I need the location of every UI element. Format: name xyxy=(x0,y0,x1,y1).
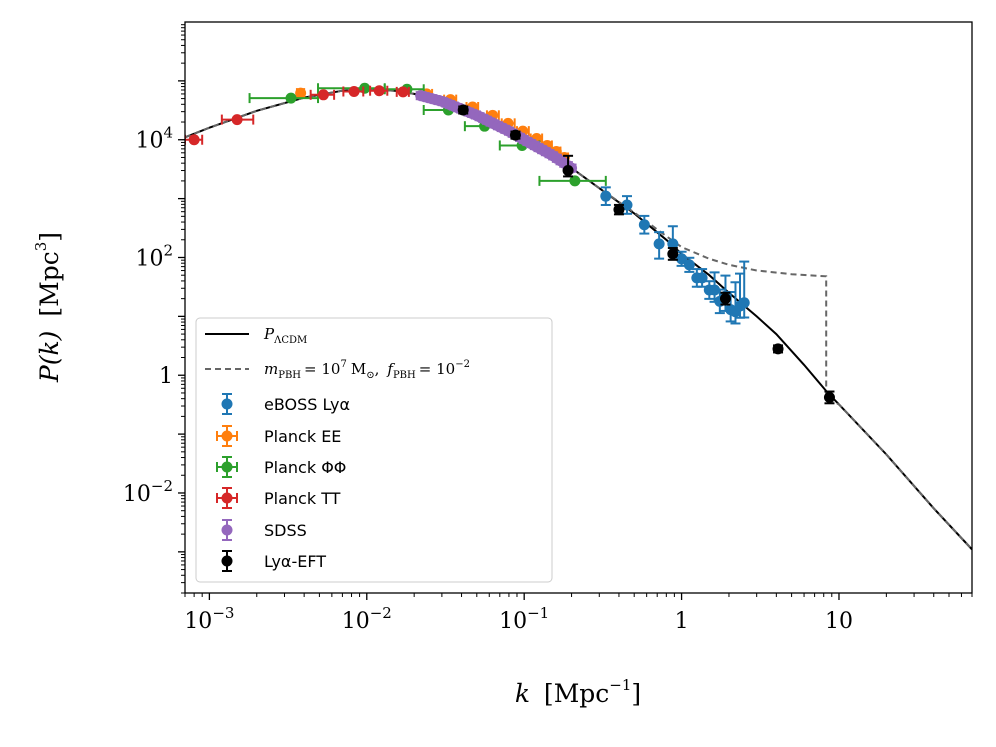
legend-pbh-label: mPBH = 107 M⊙, fPBH = 10−2 xyxy=(264,359,470,381)
legend-sdss-label: SDSS xyxy=(264,521,307,540)
legend-planck-tt-label: Planck TT xyxy=(264,489,341,508)
y-axis-symbol: P(k) xyxy=(35,331,64,383)
planck-phiphi-point xyxy=(285,92,297,104)
lya-eft-point xyxy=(457,104,469,116)
y-tick-label: 102 xyxy=(135,241,173,271)
x-tick-label: 10−1 xyxy=(499,604,549,634)
eboss-point xyxy=(600,190,612,202)
x-tick-label: 10 xyxy=(825,609,853,634)
planck-tt-point xyxy=(231,114,243,126)
eboss-point xyxy=(738,297,750,309)
legend-eboss-label: eBOSS Lyα xyxy=(264,395,350,414)
x-tick-label: 1 xyxy=(675,609,689,634)
lya-eft-point xyxy=(719,293,731,305)
lya-eft-point xyxy=(562,165,574,177)
y-tick-label: 1 xyxy=(159,364,173,389)
lya-eft-point xyxy=(823,391,835,403)
x-axis-unit-exp: −1 xyxy=(609,676,631,694)
eboss-point xyxy=(621,199,633,211)
plot-frame xyxy=(184,21,973,594)
y-tick-label: 104 xyxy=(135,124,173,154)
x-tick-label: 10−2 xyxy=(342,604,392,634)
legend: PΛCDM mPBH = 107 M⊙, fPBH = 10−2 eBOSS Lyα P… xyxy=(195,317,553,583)
planck-ee-point xyxy=(295,87,307,99)
y-tick-label: 10−2 xyxy=(123,477,173,507)
planck-tt-point xyxy=(188,134,200,146)
lya-eft-point xyxy=(772,343,784,355)
planck-tt-point xyxy=(397,86,409,98)
legend-eboss-marker xyxy=(221,398,233,410)
legend-lcdm-label: PΛCDM xyxy=(263,325,307,346)
legend-planck-ee-label: Planck EE xyxy=(264,427,341,446)
legend-planck-phiphi-label: Planck ΦΦ xyxy=(264,458,346,477)
legend-planck-ee-marker xyxy=(221,430,233,442)
legend-planck-tt-marker xyxy=(221,492,233,504)
legend-lya-eft-label: Lyα-EFT xyxy=(264,552,326,571)
lya-eft-point xyxy=(667,248,679,260)
x-axis-unit: Mpc xyxy=(554,679,610,708)
eboss-point xyxy=(709,284,721,296)
y-axis-unit-exp: 3 xyxy=(32,242,50,252)
y-axis-label: P(k) [Mpc3] xyxy=(32,232,64,383)
eboss-point xyxy=(683,259,695,271)
eboss-point xyxy=(638,219,650,231)
legend-box xyxy=(195,317,553,583)
planck-tt-point xyxy=(373,85,385,97)
y-axis-unit: Mpc xyxy=(35,251,64,307)
eboss-point xyxy=(653,238,665,250)
legend-planck-phiphi-marker xyxy=(221,461,233,473)
planck-tt-point xyxy=(348,85,360,97)
lya-eft-point xyxy=(613,204,625,216)
eboss-point xyxy=(667,238,679,250)
planck-tt-point xyxy=(317,89,329,101)
planck-phiphi-point xyxy=(569,175,581,187)
lya-eft-point xyxy=(509,129,521,141)
legend-lya-eft-marker xyxy=(221,555,233,567)
eboss-point xyxy=(676,253,688,265)
x-tick-label: 10−3 xyxy=(184,604,234,634)
x-axis-symbol: k xyxy=(515,679,530,708)
x-axis-label: k [Mpc−1] xyxy=(515,676,641,708)
legend-sdss-marker xyxy=(221,524,233,536)
